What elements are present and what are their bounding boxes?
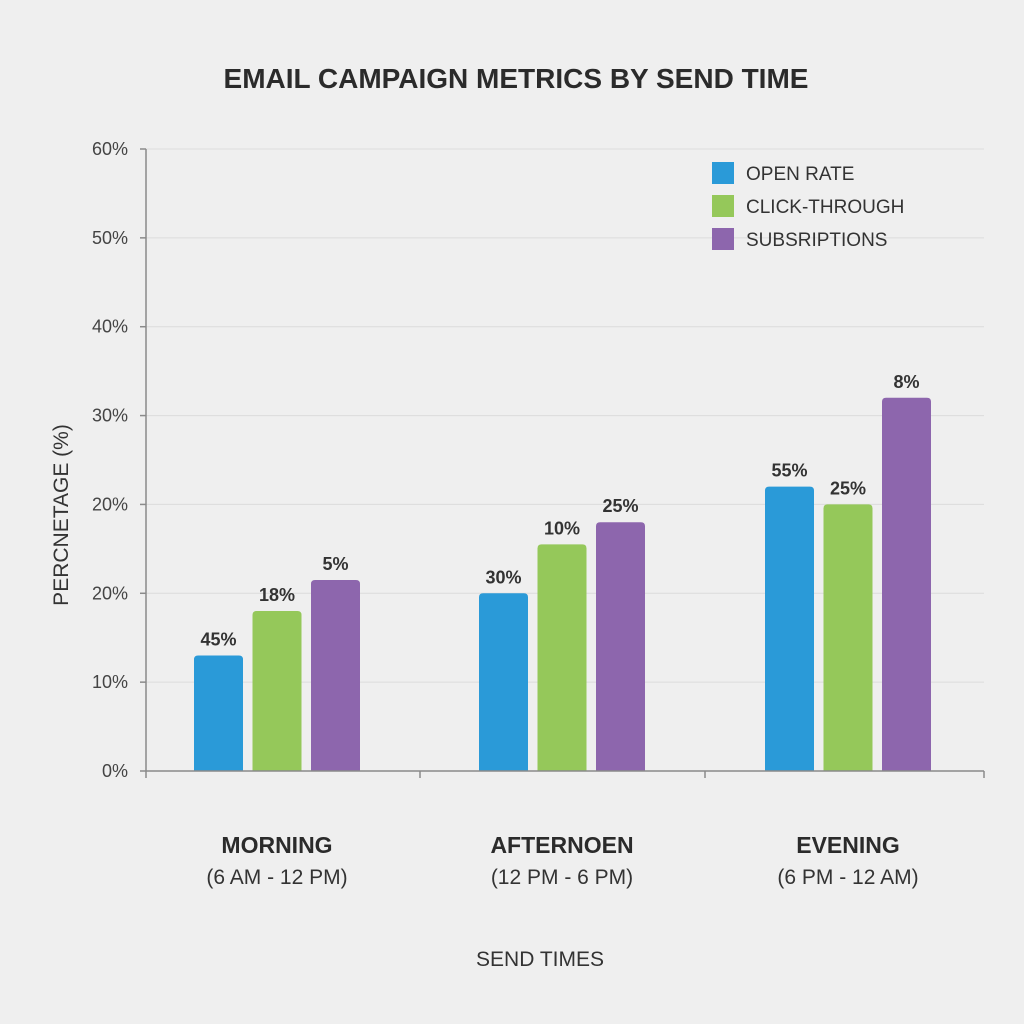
- bar-click-through-afternoen: [537, 544, 587, 771]
- y-axis-ticks: 0% 10% 20% 20% 30% 40% 50% 60%: [92, 139, 146, 781]
- bar-click-through-morning: [252, 611, 302, 771]
- bar-open-rate-afternoen: [479, 593, 528, 771]
- legend-swatch: [712, 228, 734, 250]
- legend-label: CLICK-THROUGH: [746, 197, 904, 218]
- bar-open-rate-evening: [765, 486, 814, 771]
- legend: OPEN RATE CLICK-THROUGH SUBSRIPTIONS: [712, 162, 904, 251]
- data-label: 8%: [893, 372, 919, 392]
- data-label: 30%: [485, 567, 521, 587]
- data-label: 5%: [322, 554, 348, 574]
- bars: [194, 397, 931, 771]
- bar-subsriptions-evening: [882, 397, 931, 771]
- category-label: AFTERNOEN: [490, 832, 633, 858]
- y-tick-label: 20%: [92, 494, 128, 514]
- axes: [145, 149, 985, 778]
- y-tick-label: 60%: [92, 139, 128, 159]
- data-label: 10%: [544, 518, 580, 538]
- data-label: 18%: [259, 585, 295, 605]
- y-tick-label: 40%: [92, 317, 128, 337]
- gridlines: [146, 148, 984, 683]
- y-axis-label: PERCNETAGE (%): [50, 424, 73, 606]
- y-tick-label: 0%: [102, 761, 128, 781]
- x-axis-label: SEND TIMES: [476, 948, 604, 971]
- category-label: EVENING: [796, 832, 900, 858]
- y-tick-label: 50%: [92, 228, 128, 248]
- legend-label: SUBSRIPTIONS: [746, 230, 887, 251]
- category-subtitle: (6 PM - 12 AM): [777, 866, 918, 889]
- y-tick-label: 30%: [92, 406, 128, 426]
- bar-subsriptions-morning: [311, 579, 360, 771]
- y-tick-label: 10%: [92, 672, 128, 692]
- chart-title: EMAIL CAMPAIGN METRICS BY SEND TIME: [224, 63, 809, 94]
- legend-swatch: [712, 162, 734, 184]
- data-label: 25%: [830, 478, 866, 498]
- bar-click-through-evening: [823, 504, 873, 771]
- category-label: MORNING: [221, 832, 332, 858]
- legend-swatch: [712, 195, 734, 217]
- bar-subsriptions-afternoen: [596, 522, 645, 771]
- data-label: 45%: [200, 629, 236, 649]
- data-label: 55%: [771, 461, 807, 481]
- category-subtitle: (6 AM - 12 PM): [206, 866, 347, 889]
- legend-label: OPEN RATE: [746, 164, 854, 185]
- y-tick-label: 20%: [92, 583, 128, 603]
- category-subtitle: (12 PM - 6 PM): [491, 866, 633, 889]
- data-labels: 45% 30% 55% 18% 10% 25% 5% 25% 8%: [200, 372, 919, 650]
- x-axis-categories: MORNING (6 AM - 12 PM) AFTERNOEN (12 PM - 6…: [206, 832, 918, 889]
- bar-open-rate-morning: [194, 655, 243, 771]
- data-label: 25%: [602, 496, 638, 516]
